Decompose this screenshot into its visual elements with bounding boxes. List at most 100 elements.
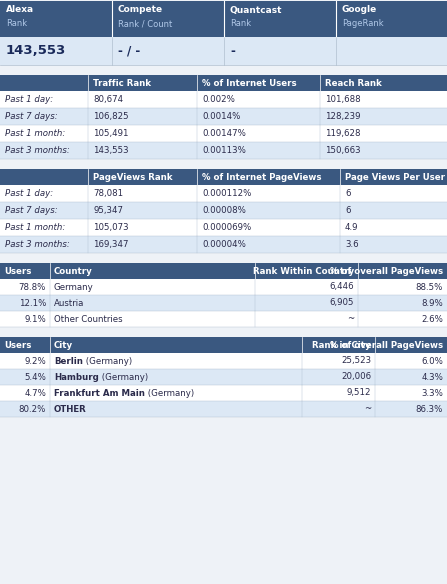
Text: 3.6: 3.6 — [345, 240, 358, 249]
Text: Country: Country — [54, 266, 93, 276]
Text: 25,523: 25,523 — [341, 356, 371, 366]
Text: 6.0%: 6.0% — [421, 356, 443, 366]
Text: 78,081: 78,081 — [93, 189, 123, 198]
Text: 6: 6 — [345, 189, 350, 198]
Text: 80.2%: 80.2% — [19, 405, 46, 413]
Bar — [0, 369, 447, 385]
Bar — [0, 279, 447, 295]
Text: 6: 6 — [345, 206, 350, 215]
Text: Past 1 month:: Past 1 month: — [5, 129, 65, 138]
Text: Traffic Rank: Traffic Rank — [93, 78, 151, 88]
Text: Austria: Austria — [54, 298, 84, 308]
Text: 4.9: 4.9 — [345, 223, 358, 232]
Text: Alexa: Alexa — [6, 5, 34, 15]
Bar — [0, 219, 447, 236]
Text: Reach Rank: Reach Rank — [325, 78, 382, 88]
Text: 0.00004%: 0.00004% — [202, 240, 246, 249]
Bar — [0, 401, 447, 417]
Text: 6,905: 6,905 — [329, 298, 354, 308]
Text: 3.3%: 3.3% — [421, 388, 443, 398]
Text: (Germany): (Germany) — [83, 356, 132, 366]
Bar — [0, 202, 447, 219]
Text: Rank / Count: Rank / Count — [118, 19, 172, 29]
Bar — [0, 108, 447, 125]
Text: Users: Users — [4, 340, 31, 349]
Text: % of overall PageViews: % of overall PageViews — [330, 266, 443, 276]
Text: 0.00008%: 0.00008% — [202, 206, 246, 215]
Text: Past 3 months:: Past 3 months: — [5, 240, 70, 249]
Text: Rank Within Country: Rank Within Country — [253, 266, 354, 276]
Text: 150,663: 150,663 — [325, 146, 361, 155]
Text: 80,674: 80,674 — [93, 95, 123, 104]
Text: 0.0014%: 0.0014% — [202, 112, 240, 121]
Bar — [0, 125, 447, 142]
Text: (Germany): (Germany) — [145, 388, 194, 398]
Text: Google: Google — [342, 5, 377, 15]
Text: 9.2%: 9.2% — [24, 356, 46, 366]
Bar — [0, 236, 447, 253]
Text: Rank: Rank — [230, 19, 251, 29]
Text: OTHER: OTHER — [54, 405, 87, 413]
Text: Past 1 month:: Past 1 month: — [5, 223, 65, 232]
Text: 88.5%: 88.5% — [416, 283, 443, 291]
Text: 0.002%: 0.002% — [202, 95, 235, 104]
Text: 86.3%: 86.3% — [416, 405, 443, 413]
Text: 4.7%: 4.7% — [24, 388, 46, 398]
Text: 20,006: 20,006 — [341, 373, 371, 381]
Text: 101,688: 101,688 — [325, 95, 361, 104]
Text: 0.00147%: 0.00147% — [202, 129, 246, 138]
Text: Other Countries: Other Countries — [54, 315, 122, 324]
Text: 0.000069%: 0.000069% — [202, 223, 251, 232]
Text: Frankfurt Am Main: Frankfurt Am Main — [54, 388, 145, 398]
Text: 169,347: 169,347 — [93, 240, 128, 249]
Text: 9.1%: 9.1% — [24, 315, 46, 324]
Text: City: City — [54, 340, 73, 349]
Text: -: - — [230, 44, 235, 57]
Text: 5.4%: 5.4% — [24, 373, 46, 381]
Bar — [0, 169, 447, 185]
Text: Past 7 days:: Past 7 days: — [5, 206, 58, 215]
Bar — [0, 337, 447, 353]
Text: (Germany): (Germany) — [99, 373, 148, 381]
Text: - / -: - / - — [118, 44, 140, 57]
Text: Past 1 day:: Past 1 day: — [5, 189, 53, 198]
Text: 12.1%: 12.1% — [19, 298, 46, 308]
Text: Users: Users — [4, 266, 31, 276]
Text: Hamburg: Hamburg — [54, 373, 99, 381]
Text: Rank in City: Rank in City — [312, 340, 371, 349]
Text: Past 3 months:: Past 3 months: — [5, 146, 70, 155]
Text: PageViews Rank: PageViews Rank — [93, 172, 173, 182]
Bar — [0, 263, 447, 279]
Bar — [0, 75, 447, 91]
Text: Past 1 day:: Past 1 day: — [5, 95, 53, 104]
Text: Past 7 days:: Past 7 days: — [5, 112, 58, 121]
Text: Rank: Rank — [6, 19, 27, 29]
Bar — [0, 91, 447, 108]
Text: 0.000112%: 0.000112% — [202, 189, 251, 198]
Text: 105,491: 105,491 — [93, 129, 128, 138]
Text: Page Views Per User: Page Views Per User — [345, 172, 445, 182]
Text: 143,553: 143,553 — [6, 44, 66, 57]
Text: Berlin: Berlin — [54, 356, 83, 366]
Text: 105,073: 105,073 — [93, 223, 129, 232]
Text: 95,347: 95,347 — [93, 206, 123, 215]
Text: % of Internet PageViews: % of Internet PageViews — [202, 172, 321, 182]
Text: 128,239: 128,239 — [325, 112, 360, 121]
Text: % of overall PageViews: % of overall PageViews — [330, 340, 443, 349]
Text: PageRank: PageRank — [342, 19, 384, 29]
Text: % of Internet Users: % of Internet Users — [202, 78, 297, 88]
Text: 78.8%: 78.8% — [19, 283, 46, 291]
Text: 8.9%: 8.9% — [421, 298, 443, 308]
Bar — [0, 311, 447, 327]
Text: ~: ~ — [347, 315, 354, 324]
Bar — [0, 1, 447, 37]
Bar — [0, 142, 447, 159]
Bar — [0, 37, 447, 65]
Text: 0.00113%: 0.00113% — [202, 146, 246, 155]
Text: Quantcast: Quantcast — [230, 5, 283, 15]
Text: 106,825: 106,825 — [93, 112, 129, 121]
Bar — [0, 385, 447, 401]
Text: 9,512: 9,512 — [346, 388, 371, 398]
Text: Compete: Compete — [118, 5, 163, 15]
Bar — [0, 295, 447, 311]
